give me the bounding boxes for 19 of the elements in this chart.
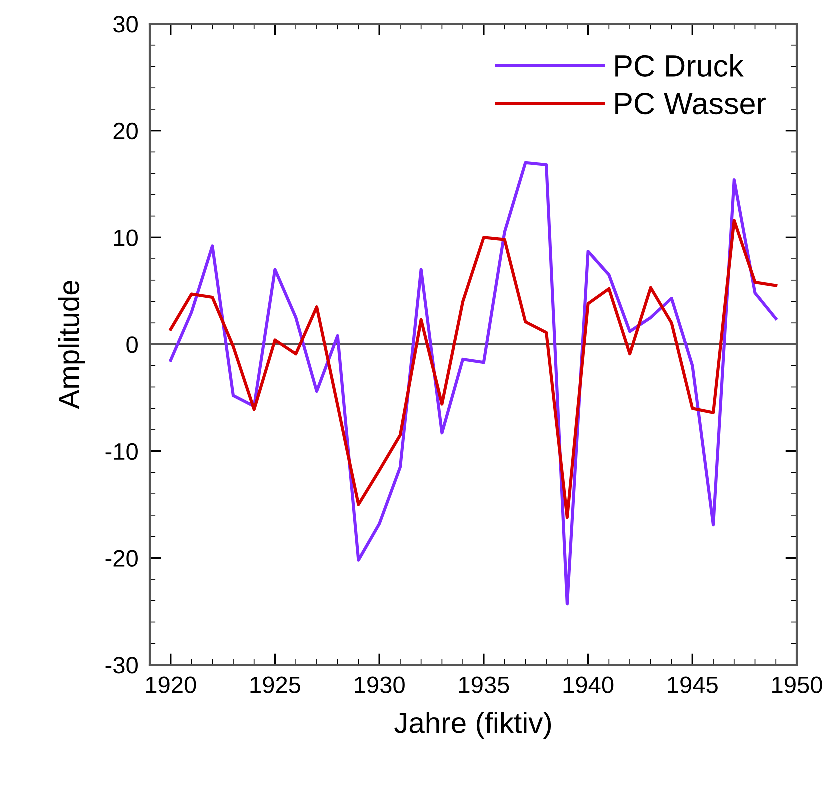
- y-tick-label: 20: [114, 122, 138, 140]
- y-axis-title: Amplitude: [58, 280, 86, 410]
- line-series: [169, 219, 778, 520]
- x-tick-label: 1925: [250, 676, 300, 694]
- x-tick-label: 1920: [146, 676, 196, 694]
- y-tick-label: -20: [106, 550, 138, 567]
- legend-label: PC Druck: [616, 54, 744, 77]
- x-tick-label: 1940: [564, 676, 614, 694]
- x-axis-title: Jahre (fiktiv): [394, 712, 552, 740]
- x-tick-label: 1950: [772, 676, 822, 694]
- x-tick-label: 1935: [459, 676, 510, 694]
- x-tick-label: 1945: [668, 676, 718, 694]
- y-tick-label: 0: [126, 336, 138, 354]
- legend-label: PC Wasser: [616, 93, 766, 115]
- y-tick-label: -30: [106, 657, 138, 674]
- y-tick-label: -10: [106, 443, 138, 460]
- y-tick-label: 10: [114, 230, 138, 246]
- y-tick-label: 30: [114, 16, 138, 33]
- x-tick-label: 1930: [355, 676, 405, 694]
